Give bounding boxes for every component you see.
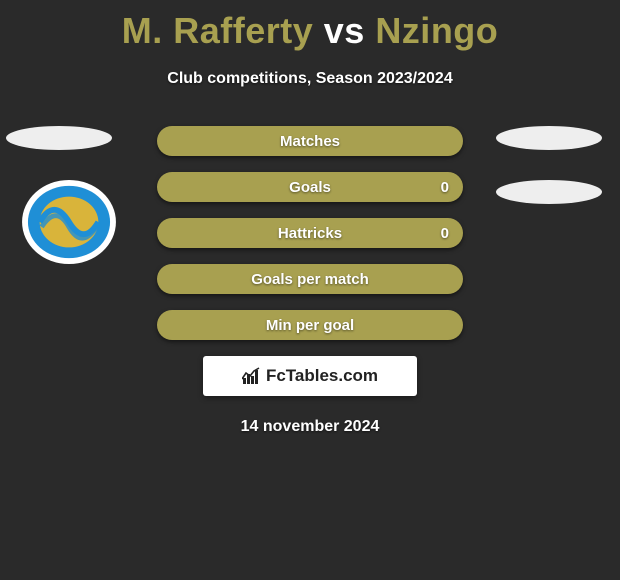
- brand-text: FcTables.com: [266, 366, 378, 386]
- vs-label: vs: [324, 10, 365, 51]
- subtitle: Club competitions, Season 2023/2024: [0, 70, 620, 88]
- club-badge-icon: [20, 178, 118, 266]
- bar-chart-icon: [242, 367, 262, 385]
- stat-row-min-per-goal: Min per goal: [157, 310, 463, 340]
- stat-value-right: 0: [441, 225, 449, 242]
- page-title: M. Rafferty vs Nzingo: [0, 0, 620, 52]
- player2-name: Nzingo: [375, 10, 498, 51]
- stat-row-hattricks: Hattricks 0: [157, 218, 463, 248]
- player1-badge-placeholder: [6, 126, 112, 150]
- brand-box[interactable]: FcTables.com: [203, 356, 417, 396]
- stat-label: Matches: [280, 133, 340, 150]
- stat-label: Min per goal: [266, 317, 354, 334]
- stat-row-goals: Goals 0: [157, 172, 463, 202]
- stat-label: Hattricks: [278, 225, 342, 242]
- stat-row-matches: Matches: [157, 126, 463, 156]
- stats-container: Matches Goals 0 Hattricks 0 Goals per ma…: [157, 126, 463, 340]
- date-label: 14 november 2024: [0, 418, 620, 436]
- player2-badge-placeholder-2: [496, 180, 602, 204]
- player2-badge-placeholder-1: [496, 126, 602, 150]
- stat-label: Goals per match: [251, 271, 369, 288]
- stat-row-goals-per-match: Goals per match: [157, 264, 463, 294]
- player1-name: M. Rafferty: [122, 10, 314, 51]
- stat-value-right: 0: [441, 179, 449, 196]
- stat-label: Goals: [289, 179, 331, 196]
